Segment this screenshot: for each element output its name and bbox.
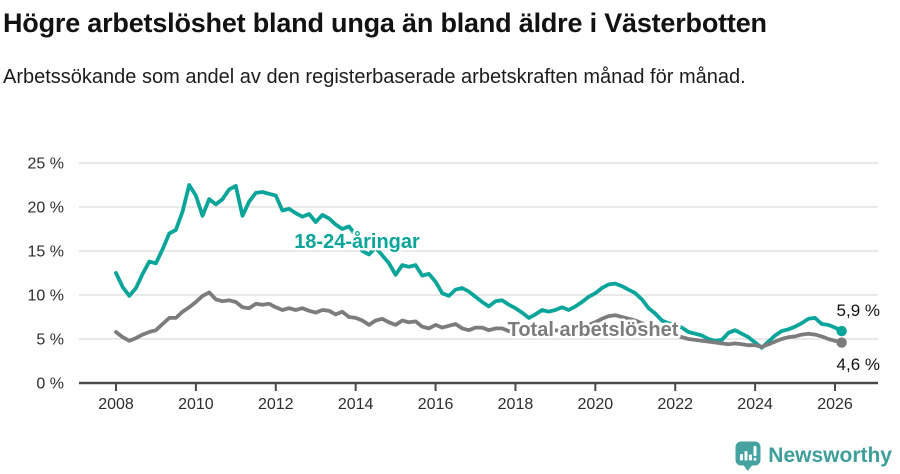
series-end-dot-total-arbetsl-shet xyxy=(836,337,847,348)
end-value-label-18-24-ringar: 5,9 % xyxy=(837,301,880,320)
x-tick-label: 2020 xyxy=(578,396,614,413)
logo-bubble-tail xyxy=(743,465,753,471)
series-label-18-24-ringar: 18-24-åringar xyxy=(294,230,420,253)
y-tick-label: 25 % xyxy=(28,156,64,173)
x-tick-label: 2024 xyxy=(737,396,773,413)
series-line-total-arbetsl-shet xyxy=(114,290,844,349)
y-tick-label: 5 % xyxy=(36,332,64,349)
page-title: Högre arbetslöshet bland unga än bland ä… xyxy=(3,8,767,38)
bar-chart-glyph xyxy=(740,451,753,461)
x-tick-label: 2014 xyxy=(338,396,374,413)
x-tick-label: 2026 xyxy=(817,396,853,413)
newsworthy-logo-icon xyxy=(735,441,761,471)
y-tick-label: 15 % xyxy=(28,244,64,261)
x-tick-label: 2010 xyxy=(178,396,214,413)
series-line-18-24-ringar xyxy=(114,183,844,350)
newsworthy-brand-text: Newsworthy xyxy=(768,444,892,467)
unemployment-line-chart: 0 % 5 % 10 % 15 % 20 % 25 % 2008 2010 2012 2014 20… xyxy=(28,156,882,414)
y-tick-label: 10 % xyxy=(28,288,64,305)
newsworthy-logo: Newsworthy xyxy=(735,441,892,471)
x-tick-label: 2022 xyxy=(657,396,693,413)
x-tick-label: 2018 xyxy=(498,396,534,413)
x-tick-label: 2012 xyxy=(258,396,294,413)
y-tick-label: 20 % xyxy=(28,200,64,217)
series-label-total-arbetsl-shet: Total arbetslöshet xyxy=(508,319,679,341)
x-tick-label: 2008 xyxy=(98,396,134,413)
page-subtitle: Arbetssökande som andel av den registerb… xyxy=(3,66,746,88)
exclamation-glyph xyxy=(753,446,757,461)
series-end-dot-18-24-ringar xyxy=(836,325,847,337)
y-tick-label: 0 % xyxy=(36,376,64,393)
x-tick-label: 2016 xyxy=(418,396,454,413)
logo-bubble xyxy=(735,441,761,466)
end-value-label-total-arbetsl-shet: 4,6 % xyxy=(837,355,880,374)
